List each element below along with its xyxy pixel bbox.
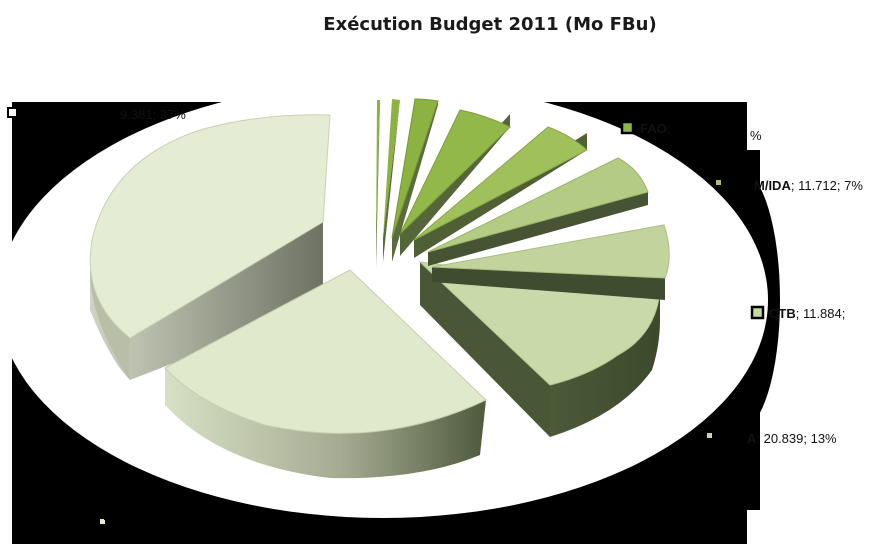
backdrop-bottom-band <box>80 520 700 544</box>
label-value-fao: ; <box>667 121 671 136</box>
label-name-midai: M/IDA <box>754 178 791 193</box>
label-text-slice-1: 9.381; 37% <box>120 107 186 122</box>
pie-slice-7 <box>399 109 511 256</box>
slice-4-top <box>431 224 670 279</box>
slice-10-top <box>376 100 380 245</box>
slice-8-top <box>391 98 439 239</box>
slice-6-top <box>413 126 588 241</box>
slice-5-top <box>427 157 649 253</box>
legend-key-ctb <box>750 305 765 320</box>
pie-slice-2 <box>164 269 487 479</box>
legend-key-a <box>707 433 712 438</box>
data-label-slice-1: 9.381; 37% <box>7 107 186 122</box>
legend-key-slice-2-shadow <box>104 516 112 520</box>
pie-slice-4 <box>431 224 670 300</box>
data-label-fao: FAO; % <box>620 120 762 143</box>
slice-8-side <box>392 101 438 262</box>
label-name-fao: FAO <box>640 121 667 136</box>
label-text-ctb: CTB; 11.884; <box>769 306 845 321</box>
data-labels: 9.381; 37% FAO; % M/IDA; 11.712; 7% CTB;… <box>7 107 863 524</box>
data-label-ctb: CTB; 11.884; <box>750 305 845 321</box>
label-text-midai: M/IDA; 11.712; 7% <box>754 178 863 193</box>
slice-7-top <box>399 109 511 235</box>
label-fragment-percent: % <box>750 128 762 143</box>
label-value-ctb: ; 11.884; <box>796 306 846 321</box>
legend-key-slice-1 <box>7 107 18 118</box>
slice-3-side <box>420 262 660 437</box>
slice-2-top <box>164 269 487 434</box>
slice-10-side <box>376 100 380 268</box>
label-name-a: A <box>747 431 757 446</box>
slice-5-side <box>428 192 648 266</box>
data-label-midai: M/IDA; 11.712; 7% <box>716 178 863 193</box>
slice-9-side <box>383 100 400 262</box>
pie-slice-8 <box>391 98 439 262</box>
label-name-ctb: CTB <box>769 306 796 321</box>
pie-slice-6 <box>413 126 588 258</box>
label-value-a: ; 20.839; 13% <box>756 431 837 446</box>
label-text-a: A; 20.839; 13% <box>747 431 837 446</box>
pie-slice-5 <box>427 157 649 266</box>
slice-1-top <box>89 114 331 339</box>
slice-1-side-rim <box>90 270 130 380</box>
data-label-a: A; 20.839; 13% <box>707 431 837 446</box>
legend-key-slice-2 <box>100 519 105 524</box>
pie-slice-9 <box>383 99 400 262</box>
data-label-slice-2 <box>100 516 112 524</box>
label-value-midai: ; 11.712; 7% <box>791 178 863 193</box>
label-text-fao: FAO; <box>640 121 670 136</box>
slice-3-side-front <box>420 262 550 437</box>
legend-key-midai <box>716 180 721 185</box>
chart-title: Exécution Budget 2011 (Mo FBu) <box>323 14 657 35</box>
slice-9-top <box>383 99 400 238</box>
slice-2-side <box>165 368 486 479</box>
legend-key-fao <box>620 120 635 135</box>
pie-slice-1 <box>89 114 331 380</box>
pie-slice-10 <box>376 100 380 268</box>
